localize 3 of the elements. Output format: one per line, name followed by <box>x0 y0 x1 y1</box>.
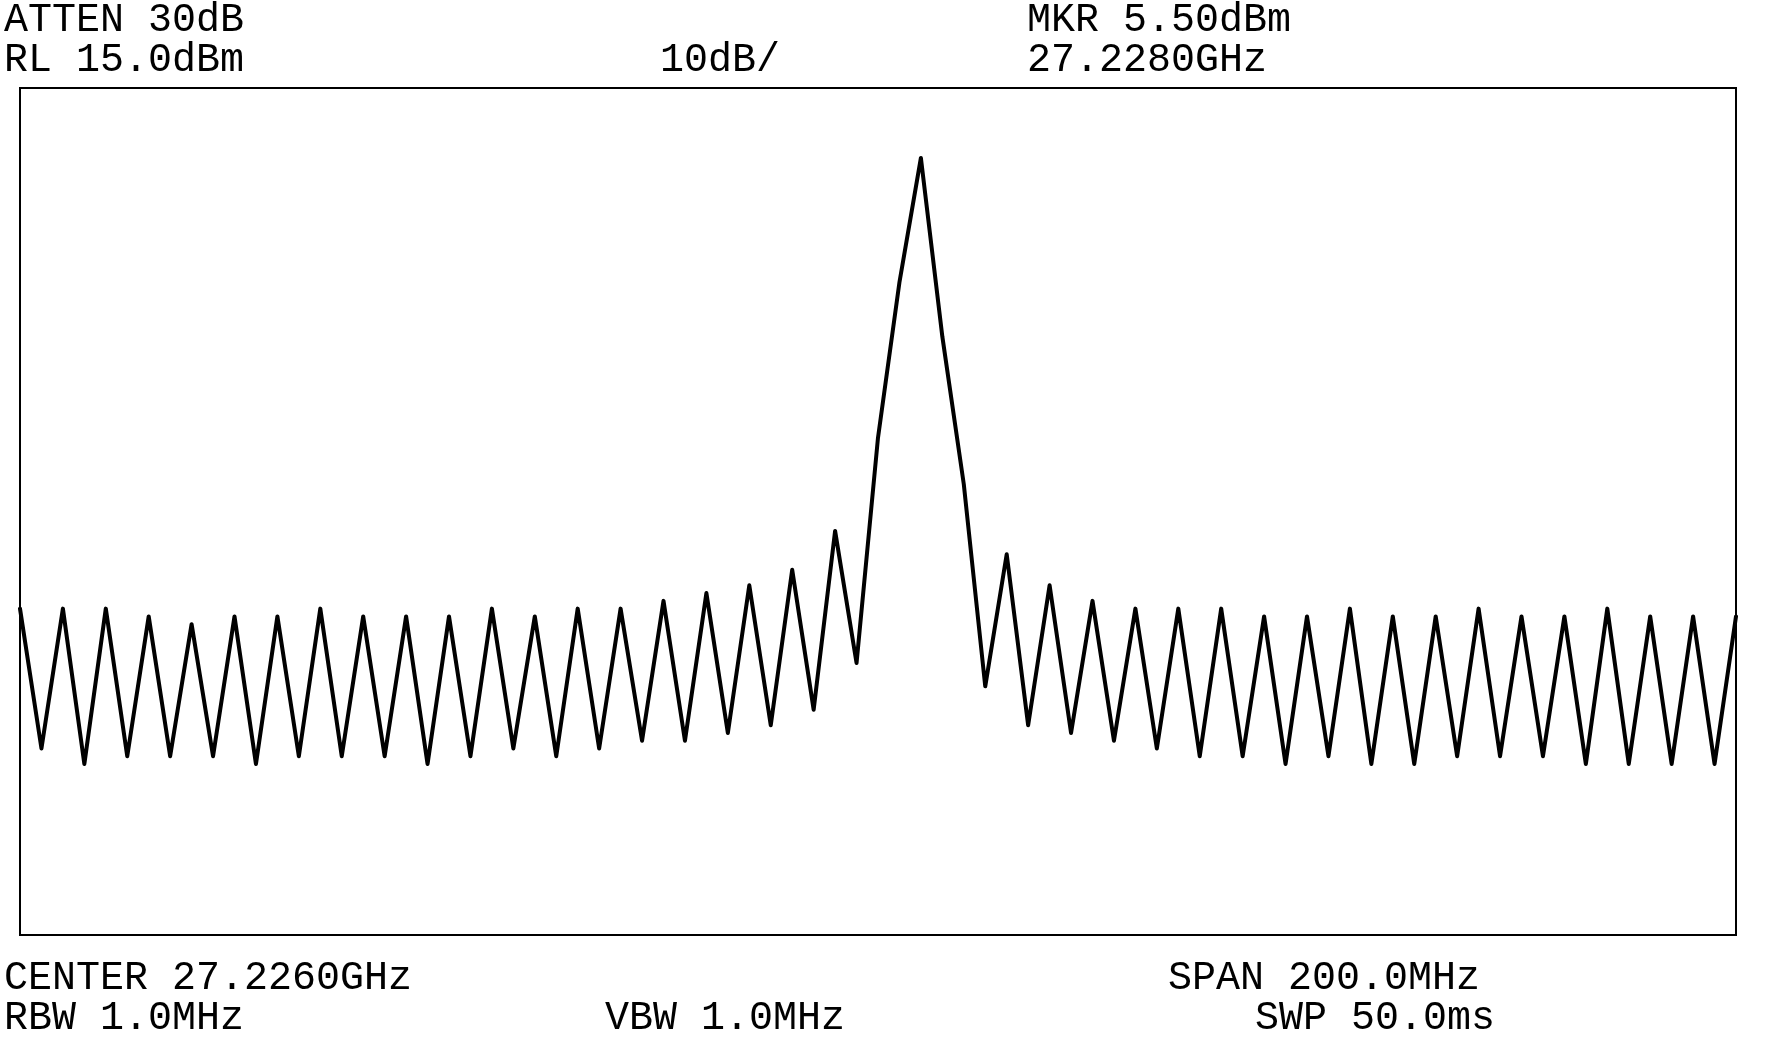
text: VBW 1.0MHz <box>605 995 846 1038</box>
text: 10dB/ <box>660 37 781 83</box>
text: RL 15.0dBm <box>4 37 245 83</box>
